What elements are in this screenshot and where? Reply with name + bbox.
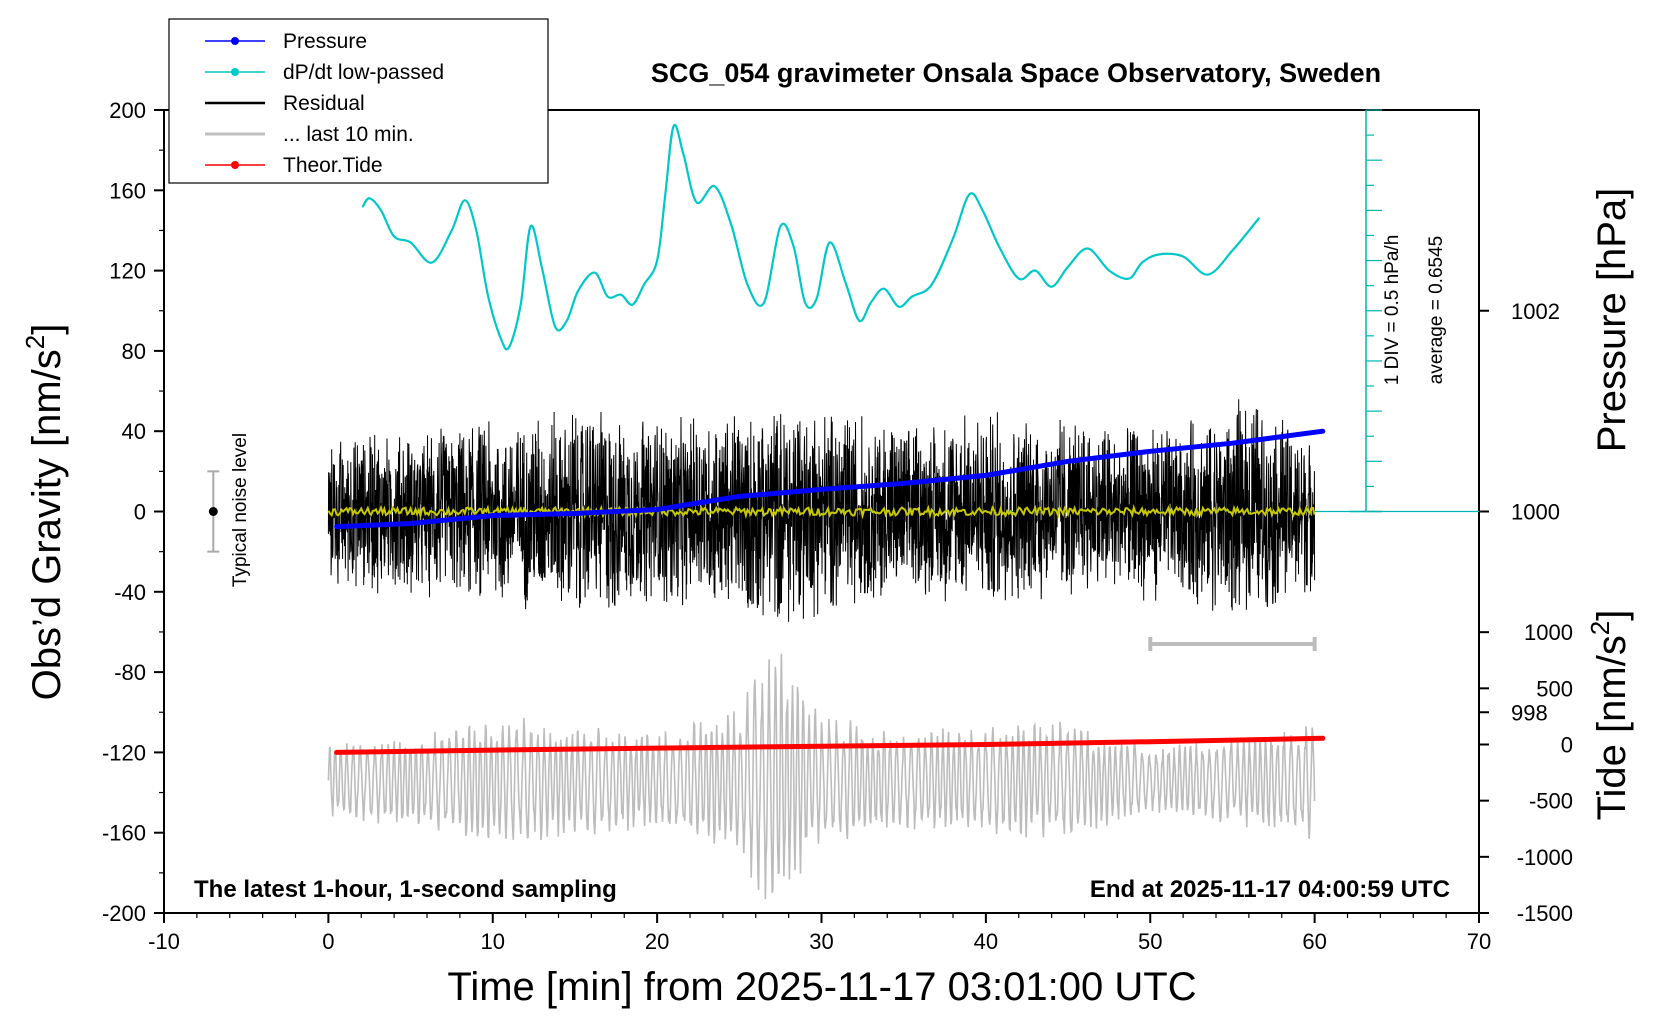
series-theor-tide-line <box>334 735 1326 755</box>
legend-item: Theor.Tide <box>205 154 383 177</box>
y-axis-title-tide-close: ] <box>1590 610 1634 621</box>
y-axis-title-left-close: ] <box>25 324 69 335</box>
legend-item: Pressure <box>205 30 367 53</box>
y-tick-label: 120 <box>109 259 146 284</box>
legend-marker <box>231 68 239 76</box>
series-dp-dt-low-passed-line <box>361 123 1260 351</box>
noise-level-point <box>208 507 218 516</box>
tide-tick-label: -1500 <box>1517 901 1573 926</box>
pressure-tick-label: 1002 <box>1511 299 1560 324</box>
y-axis-title-tide-main: Tide [nm/s <box>1590 635 1634 820</box>
series-layer <box>327 123 1479 900</box>
legend-label: Pressure <box>283 30 367 53</box>
x-tick-label: 70 <box>1467 929 1491 954</box>
x-axis-title: Time [min] from 2025-11-17 03:01:00 UTC <box>447 965 1196 1009</box>
legend-marker <box>231 37 239 45</box>
y-axis-title-pressure: Pressure [hPa] <box>1590 188 1634 453</box>
tide-tick-label: 500 <box>1536 676 1573 701</box>
y-tick-label: 40 <box>122 419 146 444</box>
y-axis-title-tide: Tide [nm/s2] <box>1585 610 1634 821</box>
y-axis-title-tide-sup: 2 <box>1585 621 1615 635</box>
y-tick-label: -200 <box>102 901 146 926</box>
footer-left-label: The latest 1-hour, 1-second sampling <box>194 876 617 903</box>
legend-label: Theor.Tide <box>283 154 383 177</box>
y-axis-title-left-sup: 2 <box>20 335 50 349</box>
y-tick-label: 80 <box>122 339 146 364</box>
legend-item: dP/dt low-passed <box>205 61 444 84</box>
pressure-tick-label: 998 <box>1511 700 1548 725</box>
dpdt-average-label: average = 0.6545 <box>1426 236 1447 384</box>
tide-tick-label: 1000 <box>1524 620 1573 645</box>
y-tick-label: -160 <box>102 821 146 846</box>
x-tick-label: -10 <box>148 929 180 954</box>
chart-title: SCG_054 gravimeter Onsala Space Observat… <box>651 58 1381 88</box>
y-tick-label: 160 <box>109 178 146 203</box>
series-last-10-min-line <box>327 653 1316 900</box>
dpdt-scale-label: 1 DIV = 0.5 hPa/h <box>1382 235 1403 386</box>
legend-item: ... last 10 min. <box>205 123 414 146</box>
legend-label: Residual <box>283 92 365 115</box>
legend-box <box>168 18 549 184</box>
tide-tick-label: 0 <box>1561 733 1573 758</box>
footer-right-label: End at 2025-11-17 04:00:59 UTC <box>1090 876 1450 903</box>
x-tick-label: 20 <box>645 929 669 954</box>
legend-label: ... last 10 min. <box>283 123 414 146</box>
x-tick-label: 30 <box>809 929 833 954</box>
legend: Pressure dP/dt low-passed Residual ... last… <box>168 18 549 184</box>
x-tick-label: 50 <box>1138 929 1162 954</box>
x-tick-label: 40 <box>974 929 998 954</box>
series-pressure-line <box>334 428 1326 530</box>
legend-item: Residual <box>205 92 365 115</box>
y-tick-label: -40 <box>114 580 146 605</box>
y-axis-title-left: Obs’d Gravity [nm/s2] <box>20 324 69 701</box>
legend-label: dP/dt low-passed <box>283 61 444 84</box>
pressure-tick-label: 1000 <box>1511 500 1560 525</box>
x-tick-label: 10 <box>481 929 505 954</box>
y-tick-label: -80 <box>114 660 146 685</box>
tide-tick-label: -1000 <box>1517 845 1573 870</box>
axes-layer: -10 0 10 20 30 40 50 60 70 200 160 120 80 40 0 -40 -80 -1… <box>102 98 1573 954</box>
x-tick-label: 0 <box>322 929 334 954</box>
x-tick-label: 60 <box>1302 929 1326 954</box>
y-axis-title-left-main: Obs’d Gravity [nm/s <box>25 349 69 700</box>
noise-level-label: Typical noise level <box>230 433 251 587</box>
tide-tick-label: -500 <box>1529 789 1573 814</box>
y-tick-label: 200 <box>109 98 146 123</box>
legend-marker <box>231 161 239 169</box>
y-tick-label: -120 <box>102 740 146 765</box>
y-tick-label: 0 <box>134 500 146 525</box>
